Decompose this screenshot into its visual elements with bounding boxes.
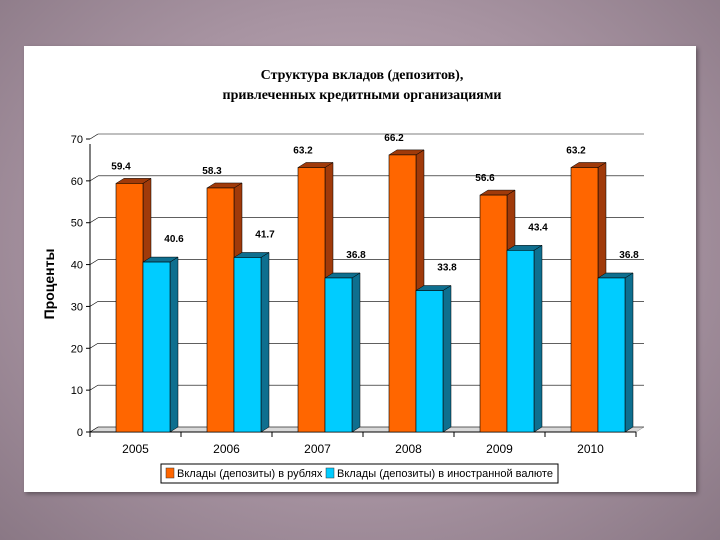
y-tick-label: 10 [71,385,83,397]
grid-depth-line [89,426,99,433]
legend-swatch-fx [325,467,335,479]
y-axis-label: Проценты [41,249,57,320]
y-tick-label: 0 [77,427,83,439]
y-tick-label: 50 [71,218,83,230]
bar-rub-2006 [206,187,235,433]
data-label-rub-2008: 66.2 [384,133,404,144]
x-tick-label: 2007 [304,442,331,456]
bar-fx-2005 [142,261,171,433]
data-label-rub-2005: 59.4 [111,161,131,172]
bar-fx-2009 [506,250,535,433]
bar-rub-2009 [479,194,508,433]
legend-swatch-rub [165,467,175,479]
data-label-rub-2010: 63.2 [566,145,586,156]
x-tick-label: 2010 [577,442,604,456]
grid-depth-line [89,259,99,265]
bar-side-fx-2006 [260,252,270,433]
bar-fx-2008 [415,290,444,433]
x-tick-label: 2008 [395,442,422,456]
y-tick-label: 70 [71,134,83,146]
bar-rub-2008 [388,154,417,433]
grid-depth-line [89,217,99,223]
legend-label-fx: Вклады (депозиты) в иностранной валюте [337,468,553,480]
x-tick-label: 2005 [122,442,149,456]
chart-title: Структура вкладов (депозитов), [261,68,464,83]
data-label-fx-2008: 33.8 [437,263,457,274]
grid-depth-line [89,301,99,307]
bar-rub-2005 [115,183,144,433]
data-label-rub-2009: 56.6 [475,173,495,184]
y-tick-label: 20 [71,343,83,355]
bar-fx-2006 [233,257,262,433]
data-label-fx-2009: 43.4 [528,222,548,233]
bar-side-fx-2010 [624,272,634,433]
legend-label-rub: Вклады (депозиты) в рублях [177,468,323,480]
legend-box [160,463,559,484]
x-tick-label: 2006 [213,442,240,456]
bar-side-fx-2007 [351,272,361,433]
data-label-fx-2005: 40.6 [164,234,184,245]
data-label-rub-2007: 63.2 [293,145,313,156]
legend: Вклады (депозиты) в рублях Вклады (депоз… [160,463,559,484]
data-label-fx-2006: 41.7 [255,229,275,240]
chart-subtitle: привлеченных кредитными организациями [223,88,502,103]
data-label-rub-2006: 58.3 [202,166,222,177]
data-label-fx-2007: 36.8 [346,250,366,261]
grid-depth-line [89,133,99,140]
bar-side-fx-2005 [169,256,179,433]
x-tick-label: 2009 [486,442,513,456]
bar-chart: Структура вкладов (депозитов), привлечен… [41,68,645,484]
bar-side-fx-2009 [533,244,543,433]
y-tick-label: 40 [71,260,83,272]
grid-depth-line [89,343,99,349]
slide: Структура вкладов (депозитов), привлечен… [24,46,696,492]
bar-fx-2010 [597,277,626,433]
bar-side-fx-2008 [442,285,452,433]
y-tick-label: 60 [71,176,83,188]
y-tick-label: 30 [71,301,83,313]
bar-rub-2007 [297,167,326,433]
data-label-fx-2010: 36.8 [619,250,639,261]
bar-rub-2010 [570,167,599,433]
grid-depth-line [89,384,99,391]
bar-fx-2007 [324,277,353,433]
grid-depth-line [89,175,99,182]
